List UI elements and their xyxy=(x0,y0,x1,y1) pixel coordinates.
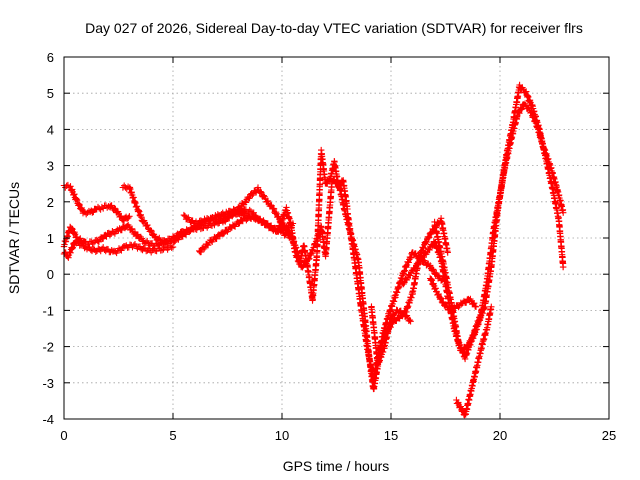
y-tick-label: 1 xyxy=(47,231,54,246)
y-axis-label: SDTVAR / TECUs xyxy=(6,182,22,294)
series-marks xyxy=(368,303,414,370)
series-marks xyxy=(431,100,567,363)
y-tick-label: -3 xyxy=(42,376,54,391)
x-axis-label: GPS time / hours xyxy=(283,458,390,474)
series-arc-10 xyxy=(368,303,414,370)
series-marks xyxy=(196,213,297,256)
x-tick-label: 25 xyxy=(602,428,616,443)
series-arc-13 xyxy=(453,303,495,419)
x-tick-label: 20 xyxy=(493,428,507,443)
data-marks xyxy=(60,81,567,419)
x-tick-label: 0 xyxy=(60,428,67,443)
y-tick-labels: -4 -3 -2 -1 0 1 2 3 4 5 6 xyxy=(42,50,54,427)
y-tick-label: -2 xyxy=(42,340,54,355)
series-marks xyxy=(427,275,480,314)
axis-ticks xyxy=(63,56,610,420)
y-tick-label: 2 xyxy=(47,195,54,210)
y-tick-label: -1 xyxy=(42,303,54,318)
y-tick-label: 4 xyxy=(47,122,54,137)
y-tick-label: 6 xyxy=(47,50,54,65)
series-arc-12 xyxy=(431,100,567,363)
x-tick-label: 5 xyxy=(169,428,176,443)
y-tick-label: 5 xyxy=(47,86,54,101)
x-tick-labels: 0 5 10 15 20 25 xyxy=(60,428,616,443)
chart-title: Day 027 of 2026, Sidereal Day-to-day VTE… xyxy=(85,20,583,36)
series-arc-6 xyxy=(196,213,297,256)
series-arc-14 xyxy=(427,275,480,314)
y-tick-label: 0 xyxy=(47,267,54,282)
y-tick-label: -4 xyxy=(42,412,54,427)
series-marks xyxy=(453,303,495,419)
y-tick-label: 3 xyxy=(47,159,54,174)
x-tick-label: 10 xyxy=(275,428,289,443)
x-tick-label: 15 xyxy=(384,428,398,443)
